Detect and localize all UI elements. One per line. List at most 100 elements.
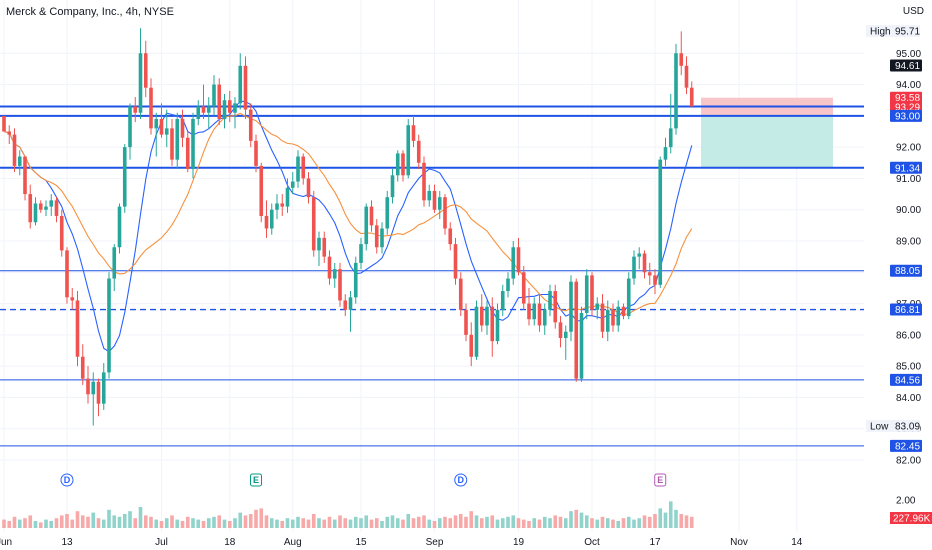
price-tag-box	[890, 91, 922, 104]
volume-bar	[269, 518, 274, 528]
ma-fast-line	[3, 100, 693, 353]
price-tag-box	[890, 59, 922, 72]
volume-bar	[185, 516, 190, 528]
volume-bar	[385, 516, 390, 528]
candle	[674, 43, 678, 135]
candle-body	[311, 197, 316, 251]
candle	[143, 40, 148, 98]
volume-bar	[590, 518, 594, 528]
volume-bar	[632, 519, 636, 528]
candle	[311, 190, 316, 257]
volume-bar	[595, 519, 600, 528]
candle-body	[296, 156, 300, 182]
candle-body	[17, 156, 22, 166]
candle-body	[626, 278, 631, 317]
candle-body	[54, 200, 59, 216]
candle-body	[201, 106, 206, 113]
candle-body	[149, 87, 153, 129]
volume-bar	[206, 518, 211, 528]
candle	[448, 222, 453, 251]
time-tick-label: Jul	[155, 537, 168, 548]
volume-bar	[122, 514, 127, 528]
candle	[101, 363, 106, 410]
volume-bar	[474, 515, 479, 528]
candle-body	[317, 237, 321, 251]
price-tick-label: 86.00	[896, 330, 921, 341]
candle	[91, 372, 96, 426]
candle-body	[175, 118, 180, 160]
volume-bar	[128, 511, 132, 528]
candle	[432, 184, 437, 213]
volume-bar	[674, 509, 678, 528]
candle-body	[453, 244, 458, 279]
candle	[138, 28, 143, 119]
candle	[12, 128, 17, 173]
candle	[595, 297, 600, 320]
price-tag-level: 91.34	[890, 161, 922, 174]
candle-body	[112, 247, 117, 279]
candle	[416, 134, 421, 170]
candle	[364, 203, 369, 251]
volume-bar	[38, 522, 43, 528]
candle-body	[128, 106, 132, 148]
candle	[212, 75, 216, 116]
candle	[590, 272, 594, 317]
candle-body	[411, 125, 416, 141]
volume-bar	[322, 519, 327, 528]
candle	[175, 112, 180, 170]
candle	[479, 294, 484, 332]
candle-body	[285, 187, 290, 207]
volume-bar	[448, 518, 453, 528]
candle	[537, 294, 542, 332]
volume-bar	[164, 518, 169, 528]
volume-bar	[227, 521, 232, 528]
candle-body	[359, 244, 363, 263]
candle	[44, 200, 48, 216]
candle	[164, 109, 169, 148]
candle-body	[227, 100, 232, 113]
candle	[128, 103, 132, 160]
volume-bar	[7, 521, 12, 528]
price-tag-stop: 93.29	[890, 100, 922, 113]
candle	[238, 53, 243, 110]
candle-body	[7, 131, 12, 135]
volume-bar	[112, 515, 117, 528]
volume-bar	[563, 518, 568, 528]
candle	[516, 237, 521, 276]
candle	[23, 156, 27, 201]
volume-bar	[584, 515, 589, 528]
price-tag-value: 88.05	[895, 266, 920, 277]
candle-body	[348, 297, 353, 310]
candle-body	[353, 262, 358, 298]
volume-bar	[96, 518, 101, 528]
candle-body	[280, 203, 285, 207]
candle-body	[369, 206, 374, 226]
volume-last-tag: 227.96K	[890, 512, 932, 525]
candle-body	[70, 297, 75, 301]
candle-body	[248, 109, 253, 141]
candle-body	[259, 165, 264, 216]
volume-tag-box	[890, 512, 932, 524]
candle-body	[537, 303, 542, 326]
volume-bar	[668, 501, 673, 528]
candle-body	[269, 209, 274, 229]
volume-bar	[44, 519, 48, 528]
candle	[49, 194, 54, 216]
volume-bar	[553, 515, 558, 528]
volume-bar	[133, 518, 138, 528]
candle	[464, 303, 468, 342]
candle-body	[527, 303, 531, 320]
volume-bar	[390, 515, 395, 528]
candle-body	[532, 303, 537, 320]
candle	[490, 297, 495, 357]
candle	[437, 190, 442, 220]
candle-body	[642, 253, 647, 273]
candle-body	[364, 206, 369, 245]
volume-bar	[12, 516, 17, 528]
volume-bar	[600, 516, 605, 528]
price-tick-label: 92.00	[896, 143, 921, 154]
price-tag-value: 93.29	[895, 102, 920, 113]
volume-bar	[506, 516, 510, 528]
volume-bar	[374, 518, 379, 528]
